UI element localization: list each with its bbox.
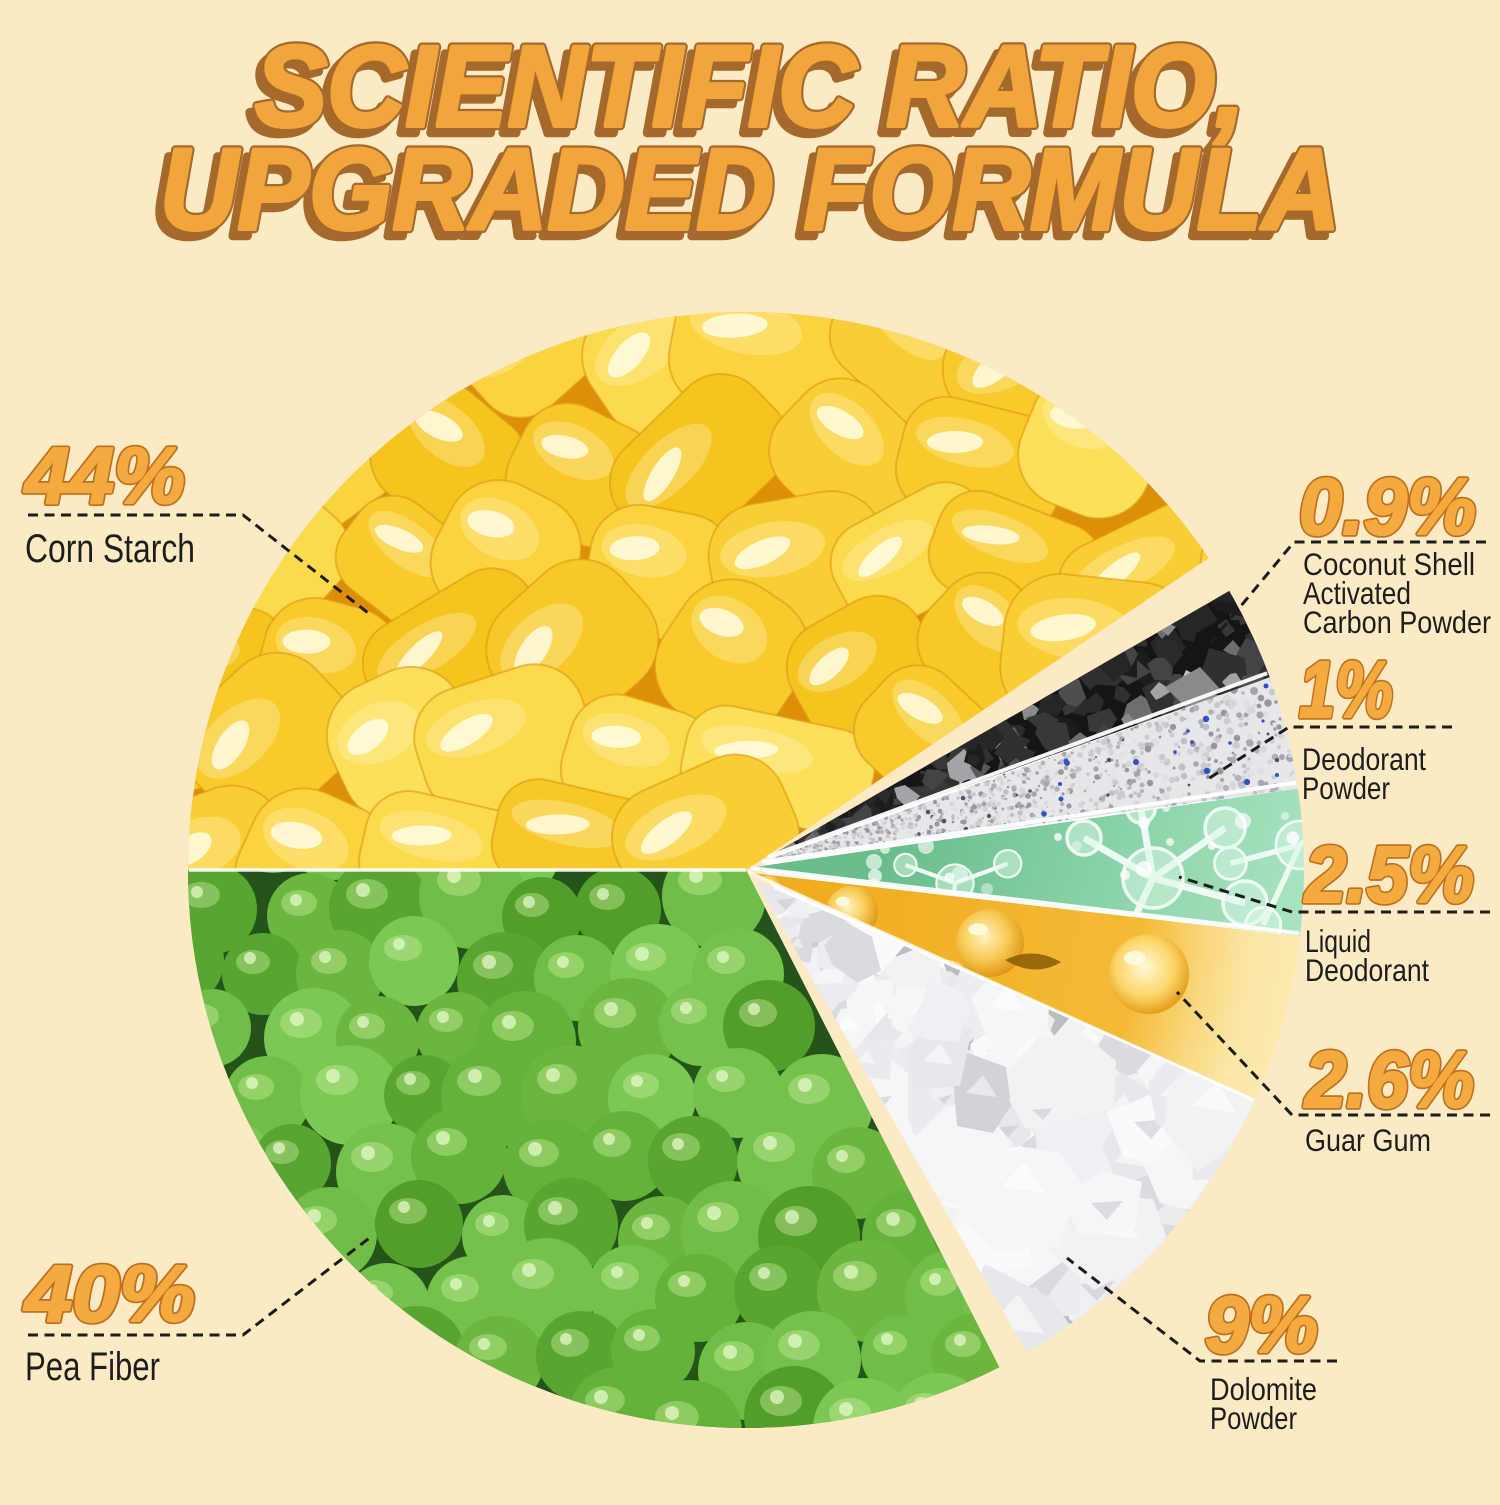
svg-text:2.6%: 2.6% (1303, 1035, 1474, 1124)
svg-text:Carbon Powder: Carbon Powder (1303, 604, 1491, 640)
svg-text:2.5%: 2.5% (1303, 830, 1474, 919)
svg-text:Guar Gum: Guar Gum (1305, 1122, 1431, 1158)
svg-text:Liquid: Liquid (1305, 923, 1371, 959)
svg-text:SCIENTIFIC RATIO,: SCIENTIFIC RATIO, (248, 30, 1238, 158)
svg-text:Corn Starch: Corn Starch (25, 527, 195, 571)
svg-text:Pea Fiber: Pea Fiber (25, 1345, 160, 1389)
svg-text:0.9%: 0.9% (1299, 462, 1476, 551)
svg-text:2.6%: 2.6% (1303, 1035, 1474, 1124)
svg-text:Deodorant: Deodorant (1305, 952, 1429, 988)
svg-text:UPGRADED FORMULA: UPGRADED FORMULA (160, 126, 1340, 254)
svg-text:UPGRADED FORMULA: UPGRADED FORMULA (153, 133, 1333, 261)
svg-text:SCIENTIFIC RATIO,: SCIENTIFIC RATIO, (255, 23, 1245, 151)
svg-text:Activated: Activated (1303, 575, 1411, 611)
svg-text:Powder: Powder (1210, 1400, 1297, 1436)
svg-text:Dolomite: Dolomite (1210, 1371, 1317, 1407)
svg-text:40%: 40% (23, 1249, 195, 1338)
svg-text:44%: 44% (23, 431, 185, 520)
svg-text:40%: 40% (23, 1249, 195, 1338)
svg-text:44%: 44% (23, 431, 185, 520)
svg-text:9%: 9% (1205, 1280, 1318, 1369)
svg-text:Coconut Shell: Coconut Shell (1303, 546, 1475, 582)
svg-text:2.5%: 2.5% (1303, 830, 1474, 919)
svg-text:0.9%: 0.9% (1299, 462, 1476, 551)
svg-text:9%: 9% (1205, 1280, 1318, 1369)
svg-text:SCIENTIFIC RATIO,: SCIENTIFIC RATIO, (255, 23, 1245, 151)
svg-text:UPGRADED FORMULA: UPGRADED FORMULA (160, 126, 1340, 254)
svg-text:Deodorant: Deodorant (1302, 741, 1426, 777)
svg-text:Powder: Powder (1302, 770, 1390, 806)
svg-text:1%: 1% (1299, 645, 1393, 734)
svg-text:1%: 1% (1299, 645, 1393, 734)
